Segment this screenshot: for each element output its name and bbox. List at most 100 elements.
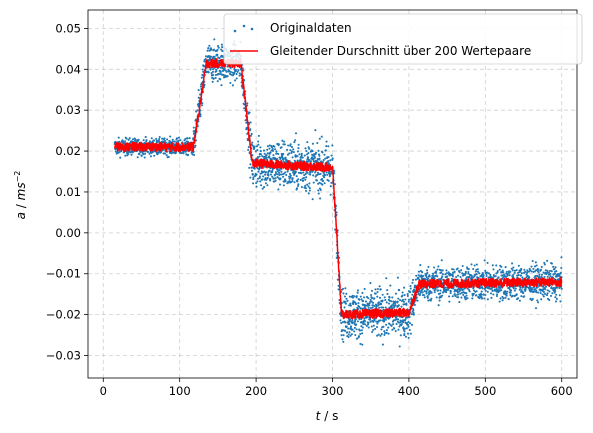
data-point: [275, 180, 277, 182]
data-point: [400, 334, 402, 336]
data-point: [361, 298, 363, 300]
data-point: [233, 72, 235, 74]
data-point: [305, 187, 307, 189]
data-point: [450, 292, 452, 294]
data-point: [436, 296, 438, 298]
data-point: [280, 171, 282, 173]
data-point: [388, 303, 390, 305]
data-point: [220, 84, 222, 86]
data-point: [257, 171, 259, 173]
data-point: [283, 141, 285, 143]
data-point: [347, 327, 349, 329]
data-point: [458, 301, 460, 303]
data-point: [407, 295, 409, 297]
data-point: [385, 277, 387, 279]
data-point: [484, 294, 486, 296]
data-point: [297, 183, 299, 185]
data-point: [476, 290, 478, 292]
data-point: [496, 293, 498, 295]
data-point: [478, 272, 480, 274]
data-point: [187, 154, 189, 156]
data-point: [379, 285, 381, 287]
y-axis-ticks: −0.03−0.02−0.010.000.010.020.030.040.05: [46, 21, 88, 362]
data-point: [229, 82, 231, 84]
data-point: [130, 154, 132, 156]
data-point: [291, 180, 293, 182]
data-point: [512, 274, 514, 276]
data-point: [536, 299, 538, 301]
data-point: [252, 182, 254, 184]
data-point: [285, 174, 287, 176]
data-point: [281, 146, 283, 148]
data-point: [178, 137, 180, 139]
data-point: [193, 127, 195, 129]
data-point: [546, 260, 548, 262]
data-point: [417, 300, 419, 302]
data-point: [150, 155, 152, 157]
data-point: [305, 173, 307, 175]
data-point: [424, 296, 426, 298]
data-point: [536, 264, 538, 266]
data-point: [249, 177, 251, 179]
data-point: [346, 331, 348, 333]
data-point: [344, 301, 346, 303]
data-point: [319, 138, 321, 140]
data-point: [364, 323, 366, 325]
data-point: [380, 288, 382, 290]
data-point: [317, 150, 319, 152]
data-point: [442, 273, 444, 275]
data-point: [221, 50, 223, 52]
data-point: [246, 102, 248, 104]
x-tick-label: 0: [100, 384, 107, 398]
data-point: [401, 295, 403, 297]
data-point: [415, 275, 417, 277]
data-point: [520, 295, 522, 297]
data-point: [254, 145, 256, 147]
data-point: [265, 171, 267, 173]
data-point: [398, 289, 400, 291]
data-point: [490, 292, 492, 294]
data-point: [426, 291, 428, 293]
data-point: [435, 288, 437, 290]
data-point: [181, 152, 183, 154]
data-point: [302, 180, 304, 182]
data-point: [278, 172, 280, 174]
data-point: [318, 158, 320, 160]
data-point: [519, 289, 521, 291]
grid: [88, 10, 577, 378]
data-point: [234, 79, 236, 81]
data-point: [278, 143, 280, 145]
data-point: [292, 177, 294, 179]
data-point: [293, 151, 295, 153]
data-point: [236, 73, 238, 75]
data-point: [300, 179, 302, 181]
data-point: [376, 326, 378, 328]
data-point: [537, 301, 539, 303]
data-point: [502, 270, 504, 272]
data-point: [124, 155, 126, 157]
data-point: [482, 272, 484, 274]
data-point: [441, 275, 443, 277]
data-point: [221, 44, 223, 46]
data-point: [455, 276, 457, 278]
data-point: [134, 139, 136, 141]
data-point: [380, 328, 382, 330]
data-point: [476, 263, 478, 265]
data-point: [275, 150, 277, 152]
data-point: [422, 291, 424, 293]
data-point: [385, 324, 387, 326]
data-point: [359, 333, 361, 335]
data-point: [208, 71, 210, 73]
data-point: [237, 69, 239, 71]
data-point: [451, 278, 453, 280]
data-point: [508, 298, 510, 300]
data-point: [459, 271, 461, 273]
data-point: [292, 148, 294, 150]
data-point: [309, 187, 311, 189]
data-point: [344, 287, 346, 289]
data-point: [179, 139, 181, 141]
data-point: [284, 171, 286, 173]
data-point: [372, 302, 374, 304]
data-point: [309, 189, 311, 191]
data-point: [435, 272, 437, 274]
